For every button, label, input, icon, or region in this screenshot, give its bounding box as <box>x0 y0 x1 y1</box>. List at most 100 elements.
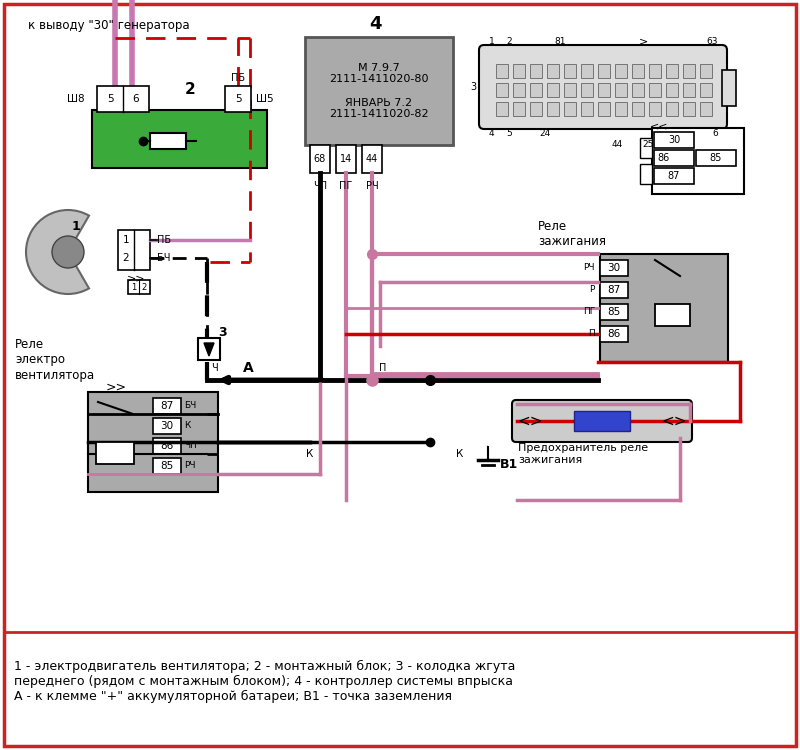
Bar <box>513 102 525 116</box>
Bar <box>652 128 744 194</box>
Bar <box>118 230 150 270</box>
Bar <box>225 86 251 112</box>
Text: 30: 30 <box>668 135 680 145</box>
Bar <box>600 282 628 298</box>
Bar <box>598 64 610 78</box>
Bar <box>654 168 694 184</box>
Text: ПБ: ПБ <box>157 235 171 245</box>
Text: 85: 85 <box>160 461 174 471</box>
Bar <box>632 64 644 78</box>
Bar <box>683 64 695 78</box>
Bar <box>655 304 690 326</box>
Text: 86: 86 <box>607 329 621 339</box>
Bar <box>600 254 728 362</box>
Text: <<: << <box>650 121 669 131</box>
FancyBboxPatch shape <box>512 400 692 442</box>
Bar <box>153 418 181 434</box>
Polygon shape <box>204 343 214 356</box>
Text: 5: 5 <box>506 129 512 138</box>
Text: ЧП: ЧП <box>184 442 197 451</box>
Text: 85: 85 <box>607 307 621 317</box>
Bar <box>581 102 593 116</box>
Bar <box>649 83 661 97</box>
Wedge shape <box>52 236 84 268</box>
Bar <box>600 304 628 320</box>
Text: РЧ: РЧ <box>184 461 195 470</box>
Bar <box>128 280 150 294</box>
Bar <box>198 338 220 360</box>
Bar <box>564 83 576 97</box>
Bar <box>581 83 593 97</box>
Bar <box>615 102 627 116</box>
Text: <>: <> <box>662 413 686 428</box>
Text: 85: 85 <box>710 153 722 163</box>
Text: 2: 2 <box>122 253 130 263</box>
Bar <box>305 37 453 145</box>
Text: 86: 86 <box>658 153 670 163</box>
Text: 87: 87 <box>607 285 621 295</box>
Bar <box>547 64 559 78</box>
Bar <box>600 326 628 342</box>
Text: F5: F5 <box>161 133 175 146</box>
Text: Ш8: Ш8 <box>67 94 85 104</box>
Text: 6: 6 <box>712 129 718 138</box>
Text: А: А <box>242 361 254 375</box>
Text: Ш5: Ш5 <box>256 94 274 104</box>
Bar <box>615 64 627 78</box>
Bar <box>666 83 678 97</box>
Text: ЧП: ЧП <box>313 181 327 191</box>
Text: 68: 68 <box>314 154 326 164</box>
Bar <box>547 102 559 116</box>
Bar <box>598 102 610 116</box>
Bar <box>530 102 542 116</box>
Bar <box>640 138 652 158</box>
Bar <box>683 102 695 116</box>
Text: Р: Р <box>590 286 595 295</box>
Bar <box>530 64 542 78</box>
Text: 30: 30 <box>607 263 621 273</box>
Text: П: П <box>379 363 386 373</box>
Text: РЧ: РЧ <box>583 263 595 272</box>
Bar <box>581 64 593 78</box>
Bar <box>666 64 678 78</box>
Text: >>: >> <box>126 273 146 283</box>
Text: РЧ: РЧ <box>366 181 378 191</box>
Bar <box>530 83 542 97</box>
Text: 3: 3 <box>218 326 226 338</box>
Bar <box>153 398 181 414</box>
Bar <box>700 64 712 78</box>
Bar <box>496 64 508 78</box>
Bar <box>600 260 628 276</box>
Bar <box>649 64 661 78</box>
Text: 1: 1 <box>72 220 80 232</box>
Text: 44: 44 <box>366 154 378 164</box>
Text: К: К <box>306 449 314 459</box>
Text: 86: 86 <box>160 441 174 451</box>
Bar <box>632 102 644 116</box>
Bar <box>88 392 218 492</box>
Text: 5: 5 <box>234 94 242 104</box>
Text: 5: 5 <box>106 94 114 104</box>
Bar <box>496 102 508 116</box>
Text: 2: 2 <box>185 82 196 98</box>
Text: Ч: Ч <box>212 363 218 373</box>
Text: 1: 1 <box>122 235 130 245</box>
Text: 81: 81 <box>554 37 566 46</box>
Text: <>: <> <box>518 413 542 428</box>
Text: 2: 2 <box>142 283 146 292</box>
Text: 4: 4 <box>489 129 494 138</box>
Bar <box>696 150 736 166</box>
Text: 1: 1 <box>131 283 137 292</box>
Bar <box>654 132 694 148</box>
Bar <box>683 83 695 97</box>
Bar <box>96 442 134 464</box>
Bar <box>615 83 627 97</box>
Text: >: > <box>639 36 648 46</box>
Bar <box>640 164 652 184</box>
Text: 4: 4 <box>369 15 382 33</box>
Text: 3: 3 <box>470 82 476 92</box>
Bar <box>700 83 712 97</box>
Bar <box>362 145 382 173</box>
Text: П: П <box>588 329 595 338</box>
Bar <box>547 83 559 97</box>
